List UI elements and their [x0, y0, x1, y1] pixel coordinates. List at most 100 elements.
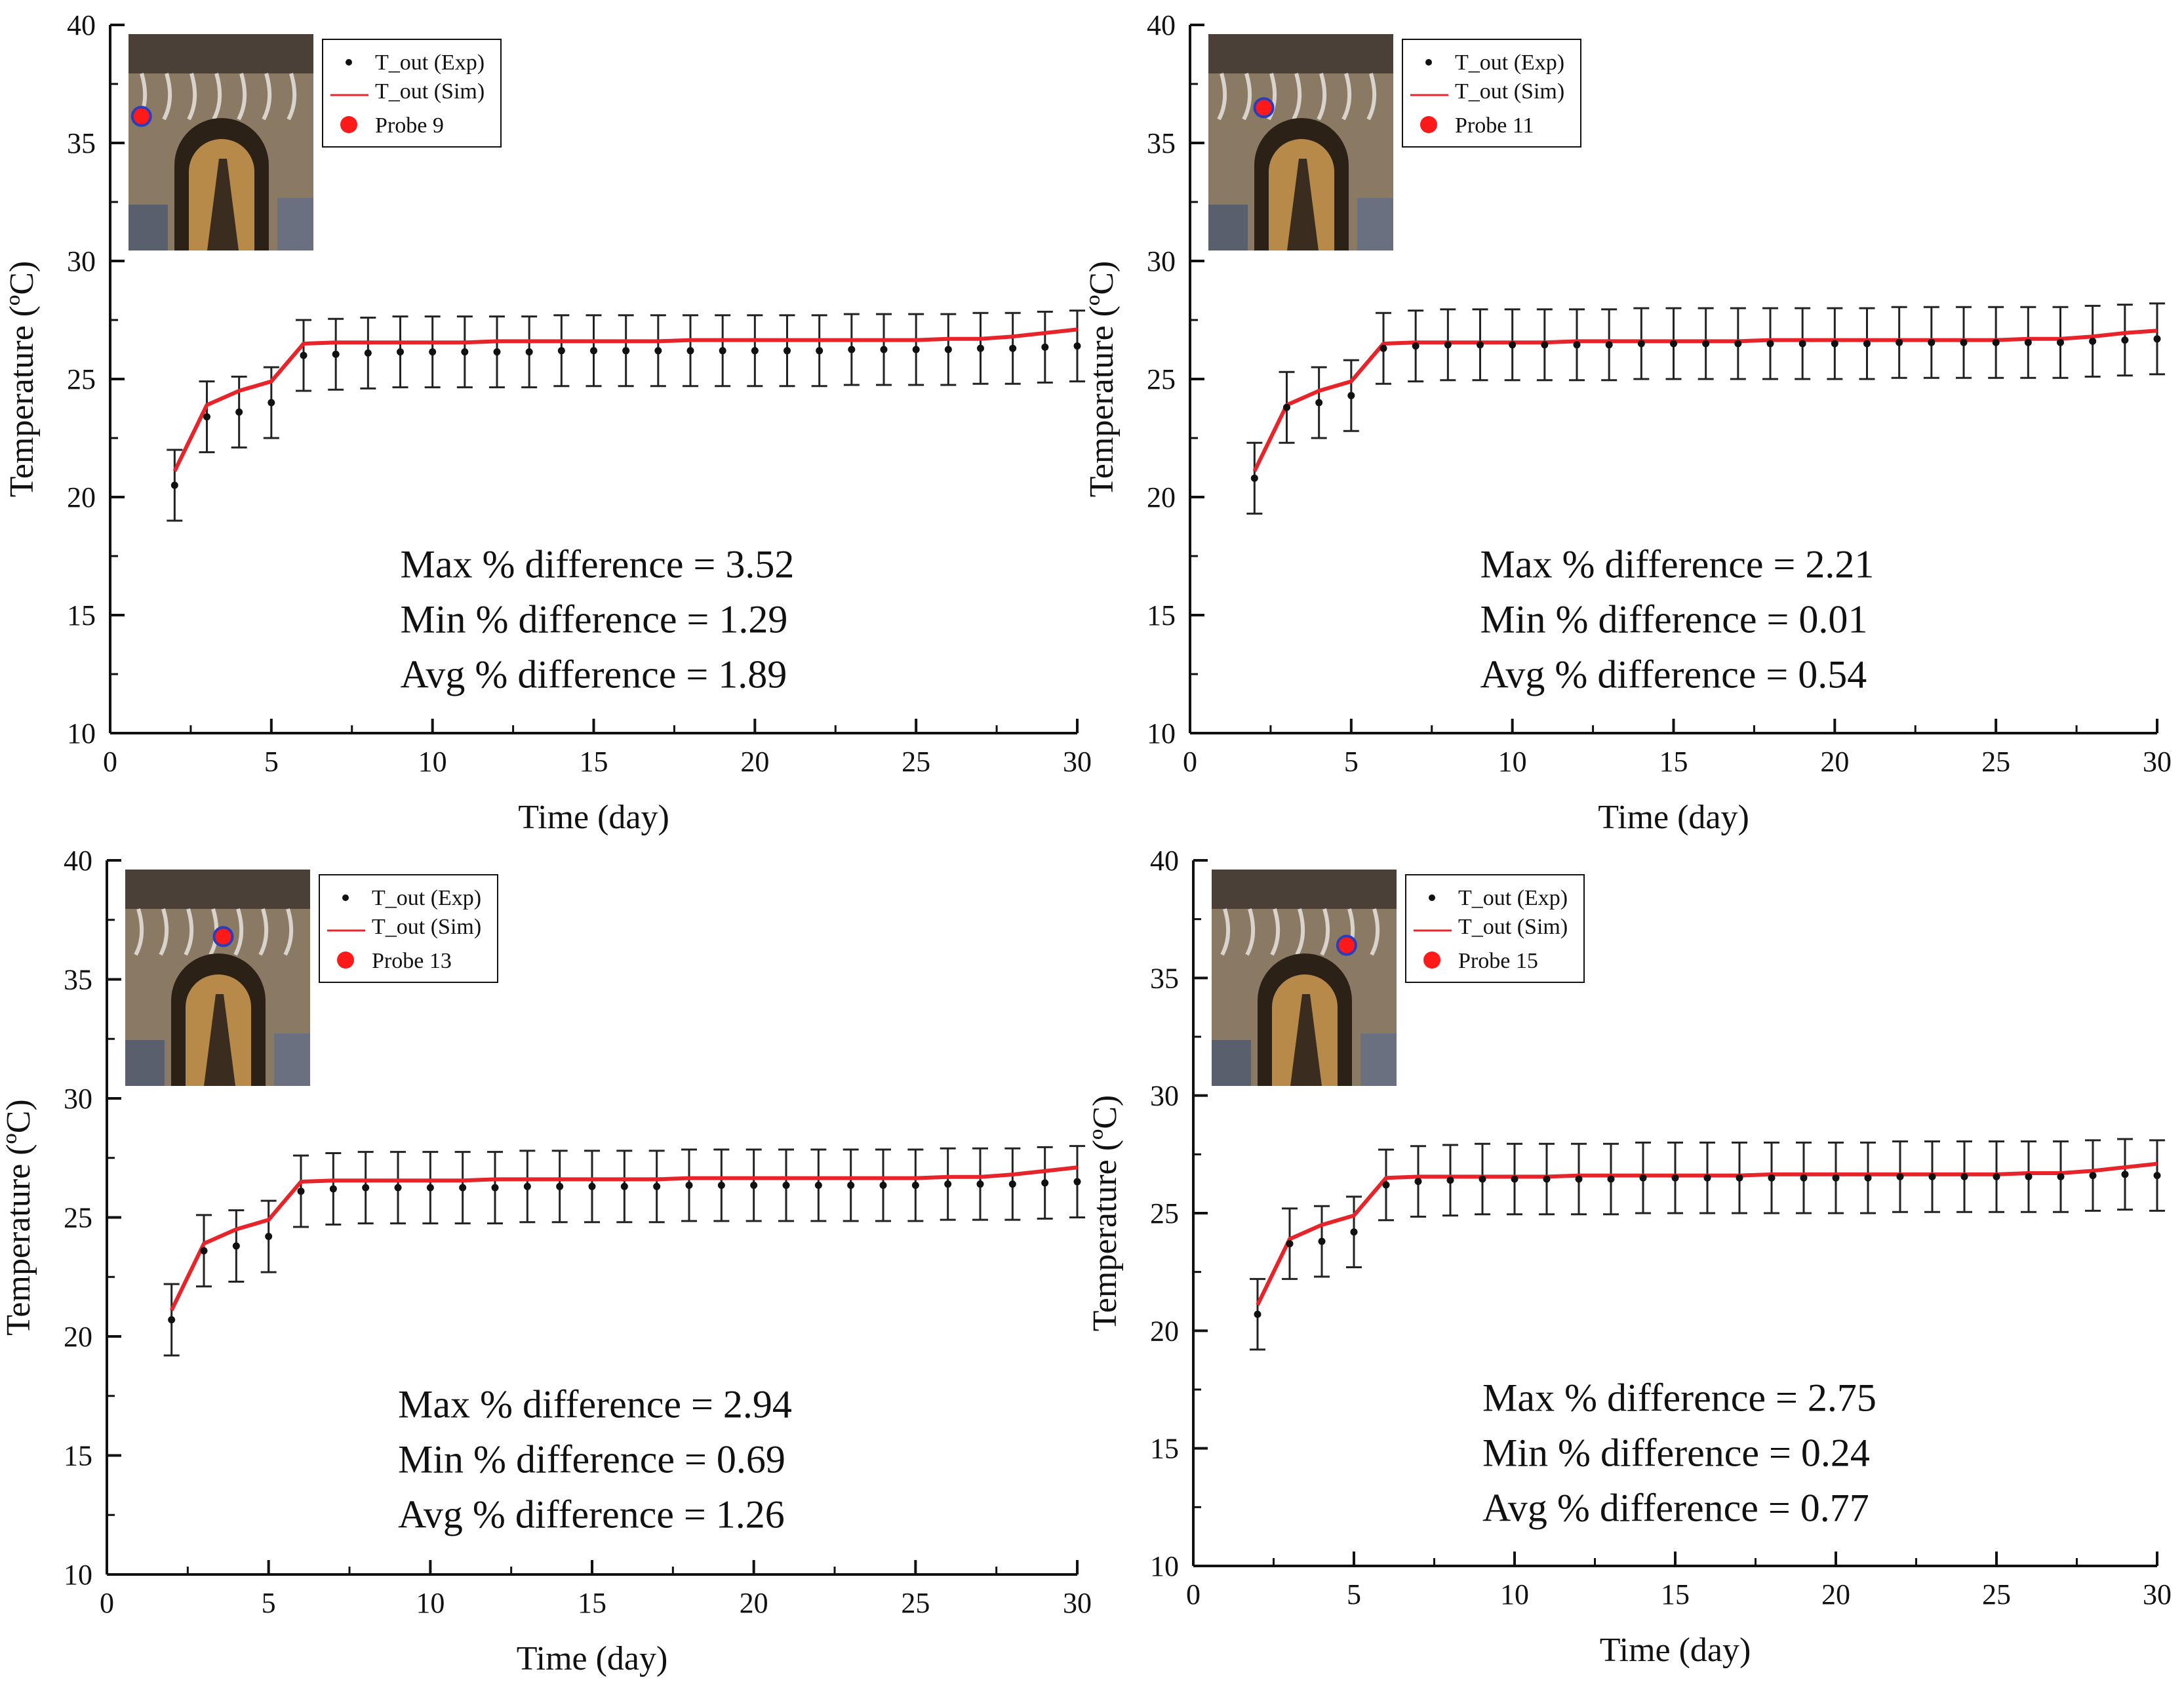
x-tick-label: 10 — [1498, 746, 1527, 778]
x-tick-label: 25 — [1981, 746, 2010, 778]
exp-point — [1541, 341, 1549, 349]
y-tick-label: 30 — [1147, 245, 1176, 277]
legend-label-probe: Probe 9 — [375, 113, 444, 138]
exp-point — [1960, 1172, 1968, 1180]
exp-point — [170, 481, 178, 489]
legend-exp-symbol — [1429, 894, 1435, 901]
photo-pipe — [1295, 908, 1305, 956]
x-tick-label: 15 — [580, 746, 608, 778]
y-axis-title: Temperature (ºC) — [1083, 261, 1121, 497]
x-tick-label: 15 — [1659, 746, 1688, 778]
x-tick-label: 0 — [103, 746, 117, 778]
exp-point — [1446, 1176, 1454, 1184]
exp-point — [588, 1182, 596, 1190]
exp-point — [782, 1181, 790, 1189]
x-tick-label: 30 — [1063, 1587, 1092, 1619]
exp-point — [1414, 1178, 1422, 1186]
exp-point — [620, 1182, 628, 1190]
x-tick-label: 30 — [1063, 746, 1092, 778]
y-tick-label: 15 — [64, 1440, 92, 1472]
exp-point — [1607, 1175, 1615, 1183]
probe-marker — [130, 106, 152, 127]
exp-point — [525, 348, 533, 356]
exp-point — [2057, 338, 2064, 346]
stat-annotation: Max % difference = 2.75 — [1482, 1376, 1876, 1419]
exp-point — [459, 1184, 467, 1192]
photo-equipment-right — [1360, 1033, 1397, 1086]
exp-point — [2089, 337, 2097, 345]
y-tick-label: 25 — [67, 363, 96, 395]
legend-probe-symbol — [1423, 952, 1440, 969]
x-tick-label: 30 — [2143, 1578, 2172, 1611]
exp-point — [168, 1316, 176, 1324]
photo-pipe — [1292, 73, 1302, 121]
chart-panel-1: 0 5 10 15 20 25 30 10 15 20 25 30 35 40 Time (day) Temp… — [3, 9, 1092, 836]
exp-point — [1671, 1174, 1679, 1182]
x-tick-label: 10 — [416, 1587, 445, 1619]
y-tick-label: 20 — [1150, 1315, 1179, 1347]
exp-point — [329, 1185, 337, 1193]
sim-line — [172, 327, 1078, 472]
legend-label-probe: Probe 13 — [372, 949, 452, 973]
y-tick-label: 15 — [1150, 1433, 1179, 1465]
legend-exp-symbol — [1425, 59, 1432, 66]
exp-point — [1798, 340, 1806, 348]
x-tick-label: 0 — [100, 1587, 114, 1619]
exp-point — [2153, 1172, 2161, 1180]
y-tick-label: 10 — [1150, 1550, 1179, 1582]
photo-escalator — [1290, 994, 1322, 1086]
x-tick-label: 10 — [1500, 1578, 1529, 1611]
stat-annotation: Min % difference = 0.69 — [398, 1437, 785, 1481]
sim-line — [169, 1165, 1078, 1312]
exp-point — [622, 347, 630, 355]
exp-point — [1896, 338, 1903, 346]
tunnel-photo-thumbnail — [1208, 34, 1393, 250]
exp-point — [1896, 1172, 1904, 1180]
exp-point — [1928, 338, 1936, 346]
y-tick-label: 15 — [1147, 599, 1176, 631]
photo-equipment-right — [1357, 198, 1393, 250]
exp-point — [1511, 1175, 1519, 1183]
exp-point — [1382, 1181, 1390, 1189]
legend-label-sim: T_out (Sim) — [372, 915, 481, 939]
exp-point — [1573, 341, 1581, 349]
y-tick-label: 40 — [64, 845, 92, 877]
stat-annotation: Max % difference = 3.52 — [401, 542, 795, 586]
exp-point — [200, 1247, 208, 1254]
exp-point — [879, 1181, 887, 1189]
x-tick-label: 5 — [262, 1587, 276, 1619]
exp-point — [816, 347, 824, 355]
exp-point — [1477, 341, 1484, 349]
x-axis-title: Time (day) — [1598, 799, 1749, 836]
legend-label-exp: T_out (Exp) — [1458, 886, 1568, 910]
photo-pipe — [1220, 908, 1231, 956]
exp-point — [717, 1181, 725, 1189]
tunnel-photo-thumbnail — [129, 34, 313, 250]
photo-pipe — [262, 73, 272, 121]
exp-point — [1734, 340, 1742, 348]
photo-pipe — [1317, 73, 1327, 121]
x-tick-label: 25 — [901, 1587, 930, 1619]
y-axis-title: Temperature (ºC) — [1086, 1095, 1124, 1331]
photo-pipe — [287, 73, 297, 121]
exp-point — [1575, 1175, 1583, 1183]
exp-point — [1479, 1175, 1486, 1183]
probe-marker — [1336, 934, 1357, 956]
exp-point — [362, 1184, 370, 1192]
photo-pipe — [237, 73, 247, 121]
exp-point — [1992, 338, 2000, 346]
exp-point — [1928, 1172, 1936, 1180]
photo-equipment-right — [277, 198, 313, 250]
exp-point — [944, 1180, 952, 1188]
exp-point — [2057, 1172, 2065, 1180]
photo-pipe — [159, 908, 169, 956]
photo-pipe — [258, 908, 269, 956]
stat-annotation: Min % difference = 0.01 — [1480, 597, 1868, 641]
legend: T_out (Exp) T_out (Sim) Probe 9 — [322, 39, 502, 148]
photo-pipe — [1320, 908, 1330, 956]
y-tick-label: 10 — [1147, 717, 1176, 750]
photo-ceiling — [125, 870, 310, 909]
photo-escalator — [204, 994, 235, 1086]
exp-point — [2089, 1172, 2097, 1180]
